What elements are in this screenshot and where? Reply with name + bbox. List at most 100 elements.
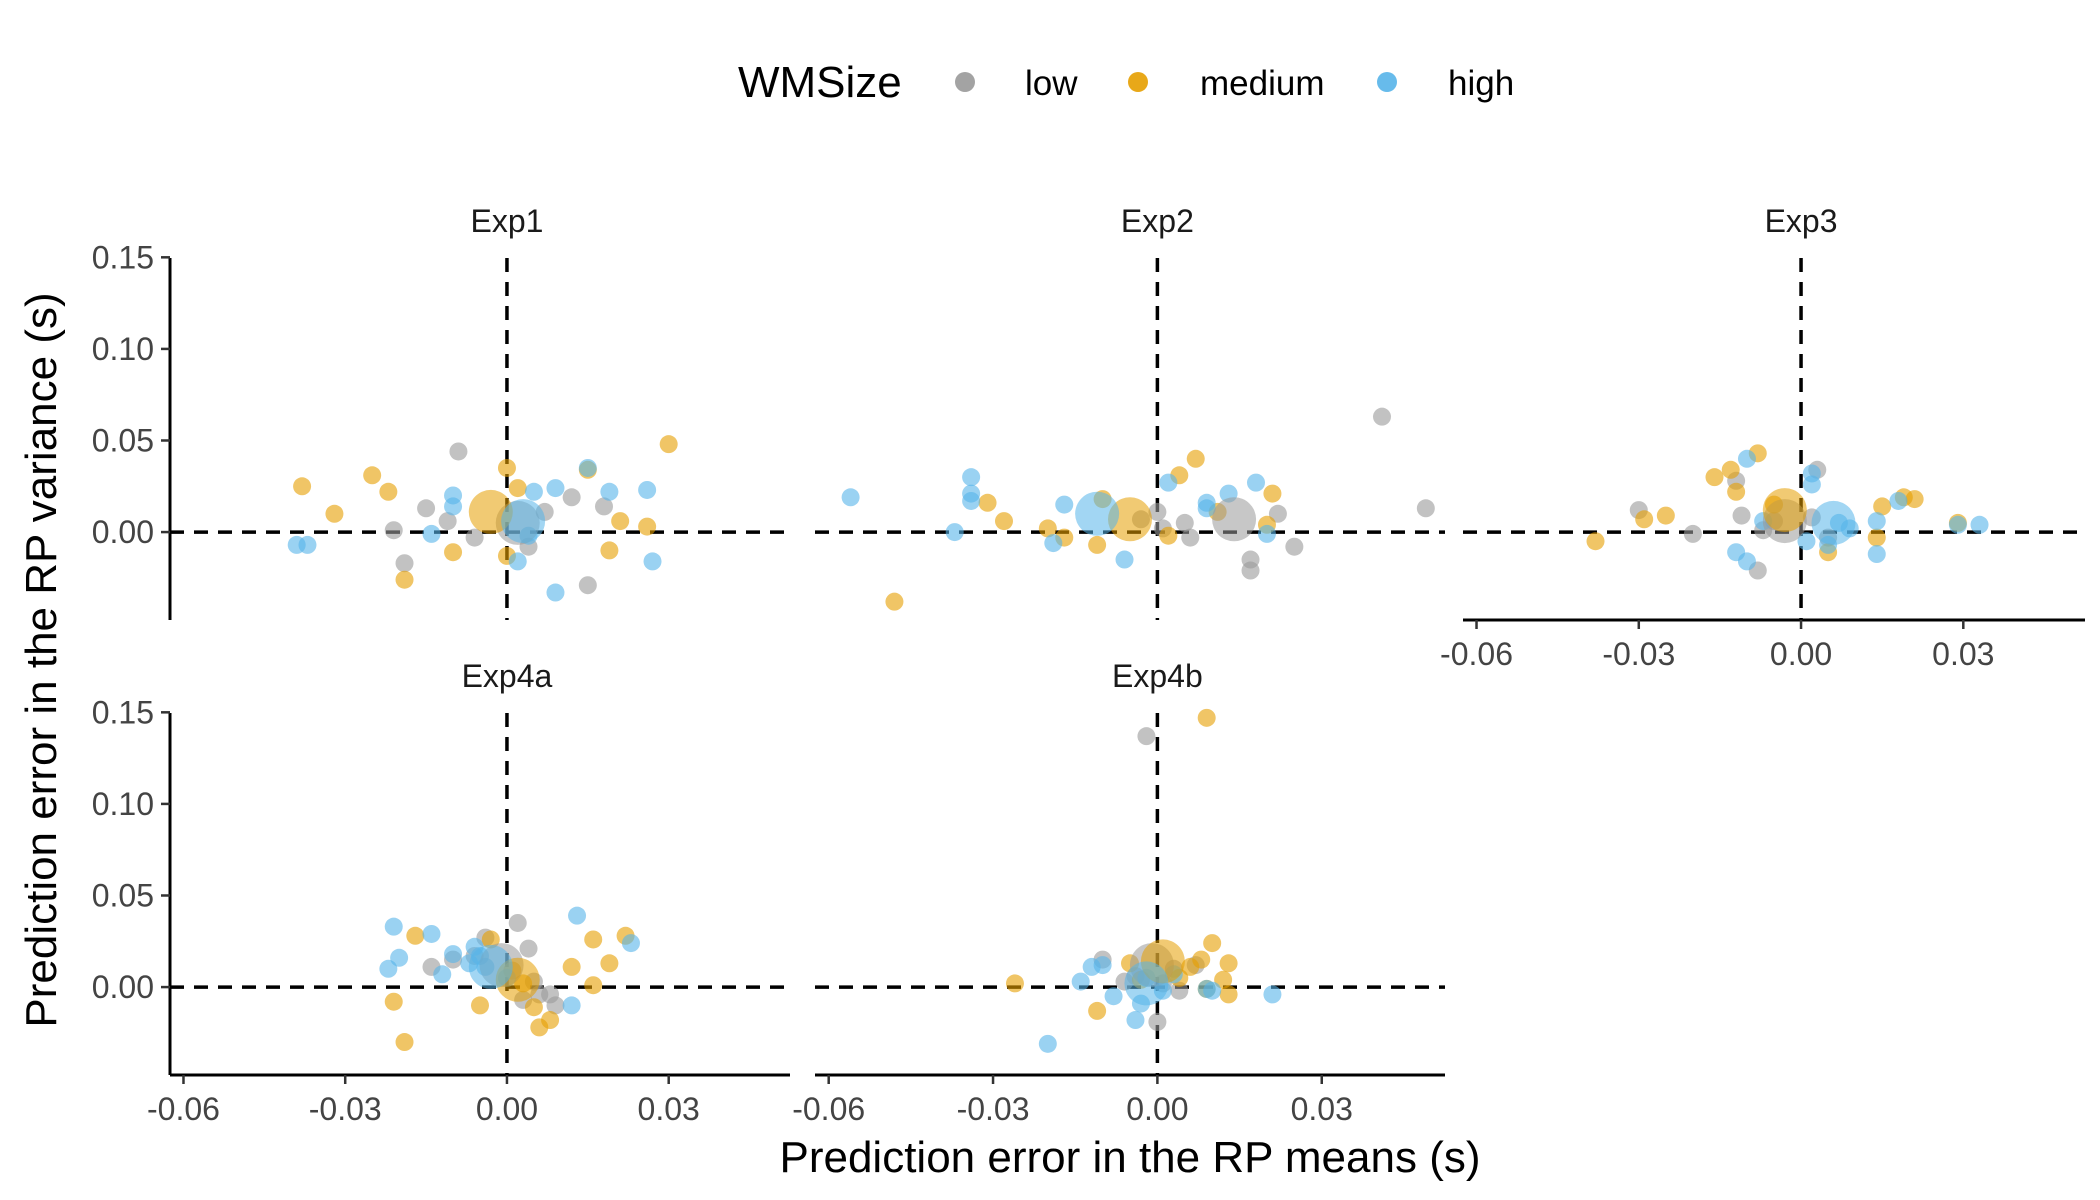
data-point-high — [1197, 493, 1216, 512]
x-tick-label: 0.00 — [1770, 636, 1832, 672]
data-point-low — [1732, 506, 1751, 525]
y-tick-label: 0.05 — [92, 422, 154, 458]
data-point-high — [1970, 515, 1989, 534]
data-point-medium — [1088, 1001, 1107, 1020]
data-point-high — [1247, 473, 1265, 492]
data-point-medium — [497, 458, 516, 477]
data-point-low — [384, 521, 403, 540]
x-tick-label: 0.03 — [1291, 1091, 1353, 1127]
data-point-high — [562, 996, 581, 1015]
data-point-medium — [1635, 510, 1654, 529]
data-point-medium — [1656, 506, 1675, 525]
data-point-low — [417, 499, 436, 518]
x-tick-label: -0.03 — [1602, 636, 1675, 672]
panel-title: Exp2 — [1121, 203, 1194, 239]
data-point-medium — [978, 493, 997, 512]
panel-exp3: Exp3 -0.06 -0.03 0.00 0.03 — [1440, 203, 2085, 672]
data-point-low — [395, 554, 414, 573]
data-point-high — [433, 965, 452, 984]
data-point-high — [1889, 491, 1908, 510]
data-point-medium — [600, 954, 619, 973]
data-point-high — [1737, 449, 1756, 468]
data-point-medium — [1203, 934, 1222, 953]
y-tick-label: 0.05 — [92, 877, 154, 913]
data-point-medium — [1038, 519, 1057, 538]
data-point-low — [578, 576, 597, 595]
data-point-medium — [384, 992, 403, 1011]
data-point-medium — [395, 570, 414, 589]
x-tick-label: 0.00 — [476, 1091, 538, 1127]
data-point-low — [562, 488, 581, 507]
data-point-high — [1104, 987, 1123, 1006]
x-tick-label: -0.06 — [147, 1091, 220, 1127]
data-point-high — [1126, 1011, 1145, 1030]
data-point-high — [621, 934, 640, 953]
data-point-medium — [1197, 708, 1216, 727]
mean-point-medium — [1762, 488, 1807, 533]
panel-exp1: Exp1 0.00 0.05 0.10 0.15 — [92, 203, 790, 620]
data-point-high — [422, 924, 441, 943]
data-point-high — [1159, 473, 1178, 492]
y-tick-label: 0.10 — [92, 331, 154, 367]
data-point-high — [379, 959, 398, 978]
data-point-low — [449, 442, 468, 461]
legend-label-low: low — [1025, 64, 1078, 103]
data-point-low — [1285, 537, 1304, 556]
data-point-medium — [1873, 497, 1892, 516]
data-point-high — [390, 948, 409, 967]
data-point-high — [546, 583, 565, 602]
data-point-medium — [600, 541, 619, 560]
data-point-low — [1137, 727, 1156, 746]
data-point-high — [962, 491, 981, 510]
data-point-medium — [444, 543, 463, 562]
data-point-medium — [1186, 449, 1205, 468]
panel-title: Exp4b — [1112, 658, 1203, 694]
data-point-medium — [584, 976, 603, 995]
data-point-high — [508, 552, 527, 571]
data-point-medium — [363, 466, 382, 485]
data-point-high — [1055, 495, 1074, 514]
x-tick-label: -0.06 — [792, 1091, 865, 1127]
data-point-low — [465, 528, 484, 547]
x-axis-title: Prediction error in the RP means (s) — [779, 1133, 1480, 1182]
data-point-high — [638, 480, 657, 499]
data-point-low — [595, 497, 613, 516]
data-point-medium — [995, 512, 1013, 531]
data-point-low — [1373, 407, 1391, 426]
data-point-medium — [1586, 532, 1605, 551]
y-tick-label: 0.00 — [92, 514, 154, 550]
data-point-low — [1148, 1012, 1167, 1031]
x-tick-label: -0.06 — [1440, 636, 1513, 672]
mean-point-high — [1124, 961, 1169, 1006]
y-tick-label: 0.15 — [92, 694, 154, 730]
data-point-medium — [395, 1033, 414, 1052]
data-point-high — [524, 482, 543, 501]
data-point-high — [1203, 981, 1222, 1000]
data-point-medium — [293, 477, 312, 496]
mean-point-high — [468, 944, 513, 989]
data-point-high — [1071, 972, 1090, 991]
data-point-high — [1263, 985, 1282, 1004]
data-point-medium — [1219, 954, 1238, 973]
data-point-medium — [1159, 526, 1178, 545]
legend-title: WMSize — [738, 58, 902, 107]
data-point-medium — [1181, 957, 1200, 976]
panel-title: Exp3 — [1765, 203, 1838, 239]
panel-exp2: Exp2 — [815, 203, 1445, 620]
data-point-high — [444, 945, 463, 964]
data-point-medium — [1705, 468, 1724, 487]
legend-key-medium — [1128, 72, 1148, 92]
mean-point-high — [501, 499, 546, 544]
data-point-high — [298, 535, 317, 554]
data-point-medium — [1721, 460, 1740, 479]
panel-title: Exp1 — [470, 203, 543, 239]
mean-point-high — [1811, 500, 1856, 545]
data-point-low — [546, 996, 565, 1015]
data-point-medium — [524, 998, 543, 1017]
mean-point-medium — [1108, 497, 1152, 542]
x-tick-label: -0.03 — [309, 1091, 382, 1127]
data-point-low — [438, 512, 457, 531]
panel-exp4a: Exp4a 0.00 0.05 0.10 0.15 -0.06 -0.03 0.00 0.03 — [92, 658, 790, 1127]
data-point-medium — [562, 957, 581, 976]
